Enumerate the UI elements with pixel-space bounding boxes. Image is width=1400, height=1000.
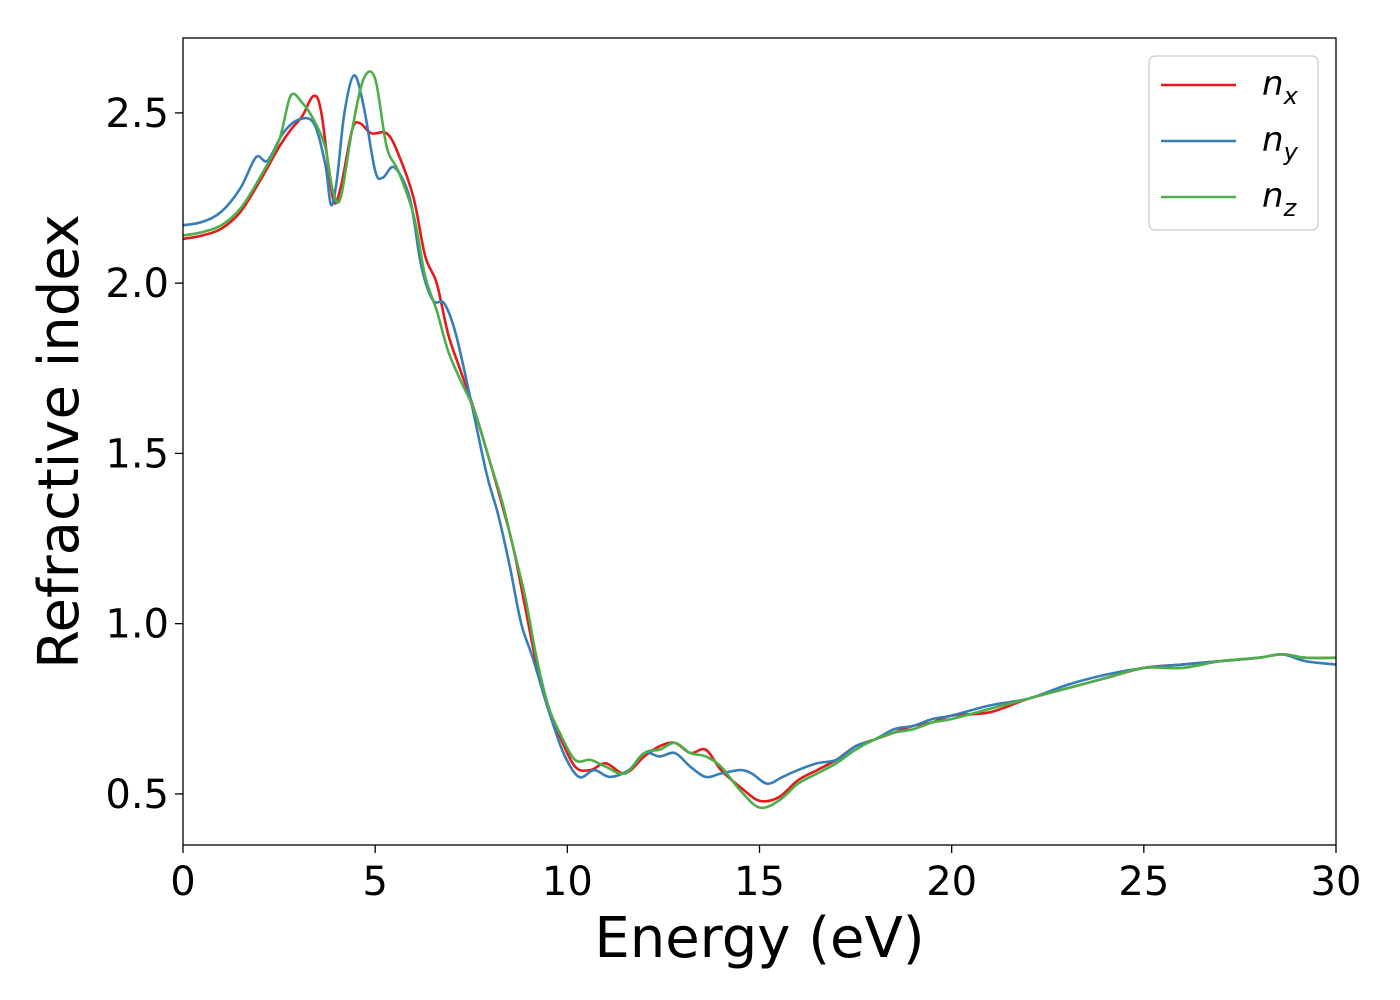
y-tick-label: 1.0 [105,602,169,648]
legend: nx ny nz [1148,55,1319,231]
x-tick-label: 20 [926,859,977,905]
y-axis-label: Refractive index [27,214,92,669]
x-tick-label: 10 [542,859,593,905]
x-axis-ticks: 0 5 10 15 20 25 30 [170,845,1361,905]
y-tick-label: 2.0 [105,261,169,307]
y-axis-ticks: 0.5 1.0 1.5 2.0 2.5 [105,91,183,818]
x-tick-label: 25 [1118,859,1169,905]
legend-label-n-y: ny [1262,120,1299,166]
legend-box [1148,55,1319,231]
x-axis-label: Energy (eV) [594,906,924,971]
x-tick-label: 5 [362,859,387,905]
legend-label-n-z: nz [1262,176,1298,222]
x-tick-label: 30 [1311,859,1362,905]
y-tick-label: 0.5 [105,772,169,818]
y-tick-label: 2.5 [105,91,169,137]
x-tick-label: 0 [170,859,195,905]
x-tick-label: 15 [734,859,785,905]
series-line-n-y [183,74,1336,786]
series-line-n-z [183,70,1336,810]
y-tick-label: 1.5 [105,431,169,477]
series-lines [183,70,1336,810]
legend-label-n-x: nx [1262,64,1299,110]
